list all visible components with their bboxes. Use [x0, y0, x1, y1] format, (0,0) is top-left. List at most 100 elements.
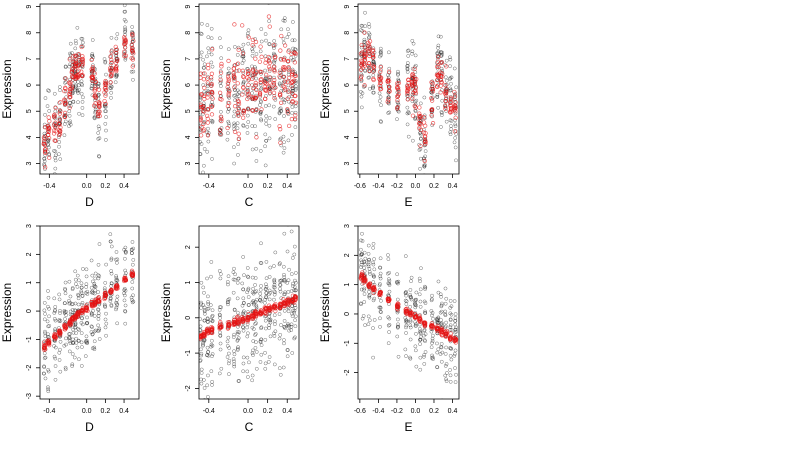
- observed-point: [71, 330, 76, 335]
- fitted-point: [359, 42, 364, 48]
- observed-point: [52, 316, 57, 321]
- observed-point: [68, 41, 73, 46]
- fitted-point: [367, 68, 372, 73]
- observed-point: [219, 56, 224, 61]
- observed-point: [226, 47, 231, 52]
- observed-point: [291, 308, 295, 313]
- observed-point: [251, 327, 256, 331]
- observed-point: [279, 27, 284, 32]
- observed-point: [70, 364, 74, 368]
- fitted-point: [362, 54, 367, 59]
- fitted-point: [122, 41, 127, 46]
- observed-point: [430, 96, 434, 101]
- fitted-point: [217, 96, 223, 102]
- observed-point: [236, 45, 241, 50]
- observed-point: [46, 324, 51, 329]
- observed-point: [210, 64, 215, 69]
- observed-point: [418, 166, 422, 171]
- observed-point: [403, 254, 408, 258]
- observed-point: [210, 100, 214, 104]
- observed-point: [361, 314, 366, 318]
- observed-point: [453, 366, 457, 370]
- observed-point: [387, 278, 392, 283]
- fitted-point: [371, 55, 376, 60]
- observed-point: [294, 288, 298, 292]
- observed-point: [43, 329, 47, 334]
- observed-point: [109, 281, 114, 286]
- observed-point: [109, 269, 114, 273]
- observed-point: [97, 326, 102, 331]
- observed-point: [259, 27, 264, 31]
- observed-point: [241, 54, 246, 58]
- observed-point: [395, 272, 399, 277]
- fitted-point: [282, 79, 288, 85]
- fitted-point: [367, 45, 372, 50]
- observed-point: [89, 313, 94, 317]
- y-tick-label: 3: [344, 161, 351, 165]
- observed-point: [359, 265, 363, 269]
- fitted-point: [423, 139, 428, 145]
- observed-point: [42, 308, 47, 313]
- observed-point: [418, 287, 423, 292]
- observed-point: [366, 252, 371, 256]
- fitted-point: [67, 57, 72, 62]
- observed-point: [115, 278, 120, 283]
- fitted-point: [278, 140, 283, 145]
- fitted-point: [443, 99, 449, 104]
- observed-point: [362, 292, 367, 296]
- observed-point: [252, 302, 256, 307]
- fitted-point: [271, 67, 277, 72]
- fitted-point: [225, 125, 230, 131]
- observed-point: [67, 332, 71, 336]
- observed-point: [273, 117, 278, 121]
- observed-point: [57, 101, 62, 105]
- fitted-point: [429, 323, 434, 329]
- observed-point: [232, 364, 237, 369]
- observed-point: [254, 305, 259, 310]
- fitted-point: [410, 113, 416, 118]
- observed-point: [379, 53, 383, 57]
- fitted-point: [56, 127, 62, 133]
- observed-point: [449, 304, 454, 309]
- observed-point: [217, 308, 222, 312]
- observed-point: [206, 139, 211, 144]
- observed-point: [448, 57, 453, 62]
- observed-point: [67, 349, 72, 354]
- observed-point: [90, 52, 95, 56]
- observed-point: [452, 353, 457, 358]
- observed-point: [413, 99, 417, 104]
- observed-point: [286, 27, 290, 32]
- fitted-point: [231, 70, 236, 76]
- observed-point: [231, 290, 236, 295]
- observed-point: [79, 302, 84, 307]
- fitted-point: [263, 310, 268, 316]
- fitted-point: [201, 121, 206, 126]
- observed-point: [67, 113, 72, 118]
- y-tick-label: 9: [185, 5, 192, 9]
- observed-point: [84, 334, 89, 339]
- observed-point: [423, 287, 427, 291]
- y-tick-label: -2: [185, 385, 192, 391]
- fitted-point: [219, 64, 224, 69]
- observed-point: [236, 106, 241, 110]
- observed-point: [272, 313, 277, 318]
- observed-point: [438, 292, 443, 297]
- observed-point: [448, 325, 453, 329]
- observed-point: [205, 383, 210, 388]
- observed-point: [218, 132, 222, 137]
- observed-point: [289, 322, 294, 327]
- observed-point: [218, 276, 223, 281]
- observed-point: [96, 131, 101, 135]
- observed-point: [73, 86, 78, 91]
- plot-frame: [357, 3, 460, 175]
- x-tick-label: -0.4: [43, 183, 55, 190]
- observed-point: [282, 278, 287, 282]
- fitted-point: [97, 102, 102, 107]
- observed-point: [439, 125, 443, 129]
- observed-point: [109, 256, 114, 261]
- observed-point: [225, 339, 230, 344]
- observed-point: [404, 299, 409, 304]
- fitted-point: [436, 73, 441, 78]
- observed-point: [199, 328, 202, 333]
